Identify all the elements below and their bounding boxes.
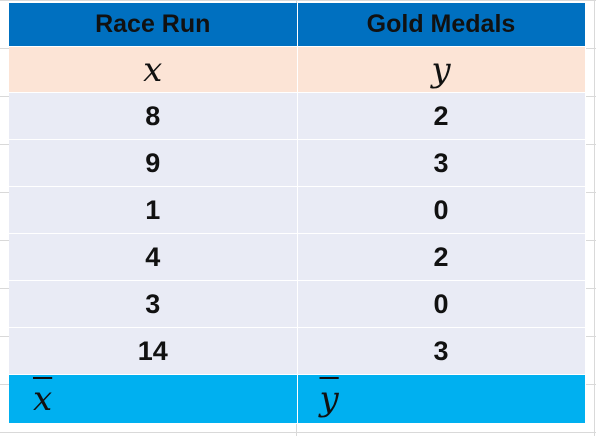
mean-x-cell[interactable]: x bbox=[9, 374, 298, 424]
race-run-cell[interactable]: 9 bbox=[9, 139, 298, 187]
race-run-cell[interactable]: 14 bbox=[9, 327, 298, 375]
gold-medals-cell[interactable]: 0 bbox=[297, 186, 586, 234]
table-row: 3 0 bbox=[9, 280, 586, 328]
race-run-cell[interactable]: 3 bbox=[9, 280, 298, 328]
table-row: 14 3 bbox=[9, 327, 586, 375]
table-row: 1 0 bbox=[9, 186, 586, 234]
table-row: 8 2 bbox=[9, 92, 586, 140]
race-run-cell[interactable]: 8 bbox=[9, 92, 298, 140]
gold-medals-cell[interactable]: 2 bbox=[297, 92, 586, 140]
header-gold-medals[interactable]: Gold Medals bbox=[297, 3, 586, 47]
x-bar-symbol: x bbox=[33, 379, 53, 419]
header-race-run[interactable]: Race Run bbox=[9, 3, 298, 47]
race-run-cell[interactable]: 4 bbox=[9, 233, 298, 281]
gold-medals-cell[interactable]: 3 bbox=[297, 139, 586, 187]
table-row: 9 3 bbox=[9, 139, 586, 187]
variable-y-cell[interactable]: y bbox=[297, 46, 586, 93]
y-bar-symbol: y bbox=[319, 379, 339, 419]
race-run-cell[interactable]: 1 bbox=[9, 186, 298, 234]
table-row: 4 2 bbox=[9, 233, 586, 281]
gold-medals-cell[interactable]: 0 bbox=[297, 280, 586, 328]
header-row: Race Run Gold Medals bbox=[9, 3, 586, 47]
race-medals-table: Race Run Gold Medals x y 8 2 9 3 1 0 4 2… bbox=[9, 3, 586, 424]
gold-medals-cell[interactable]: 3 bbox=[297, 327, 586, 375]
mean-row: x y bbox=[9, 374, 586, 424]
gold-medals-cell[interactable]: 2 bbox=[297, 233, 586, 281]
variable-row: x y bbox=[9, 46, 586, 93]
variable-x-cell[interactable]: x bbox=[9, 46, 298, 93]
mean-y-cell[interactable]: y bbox=[297, 374, 586, 424]
